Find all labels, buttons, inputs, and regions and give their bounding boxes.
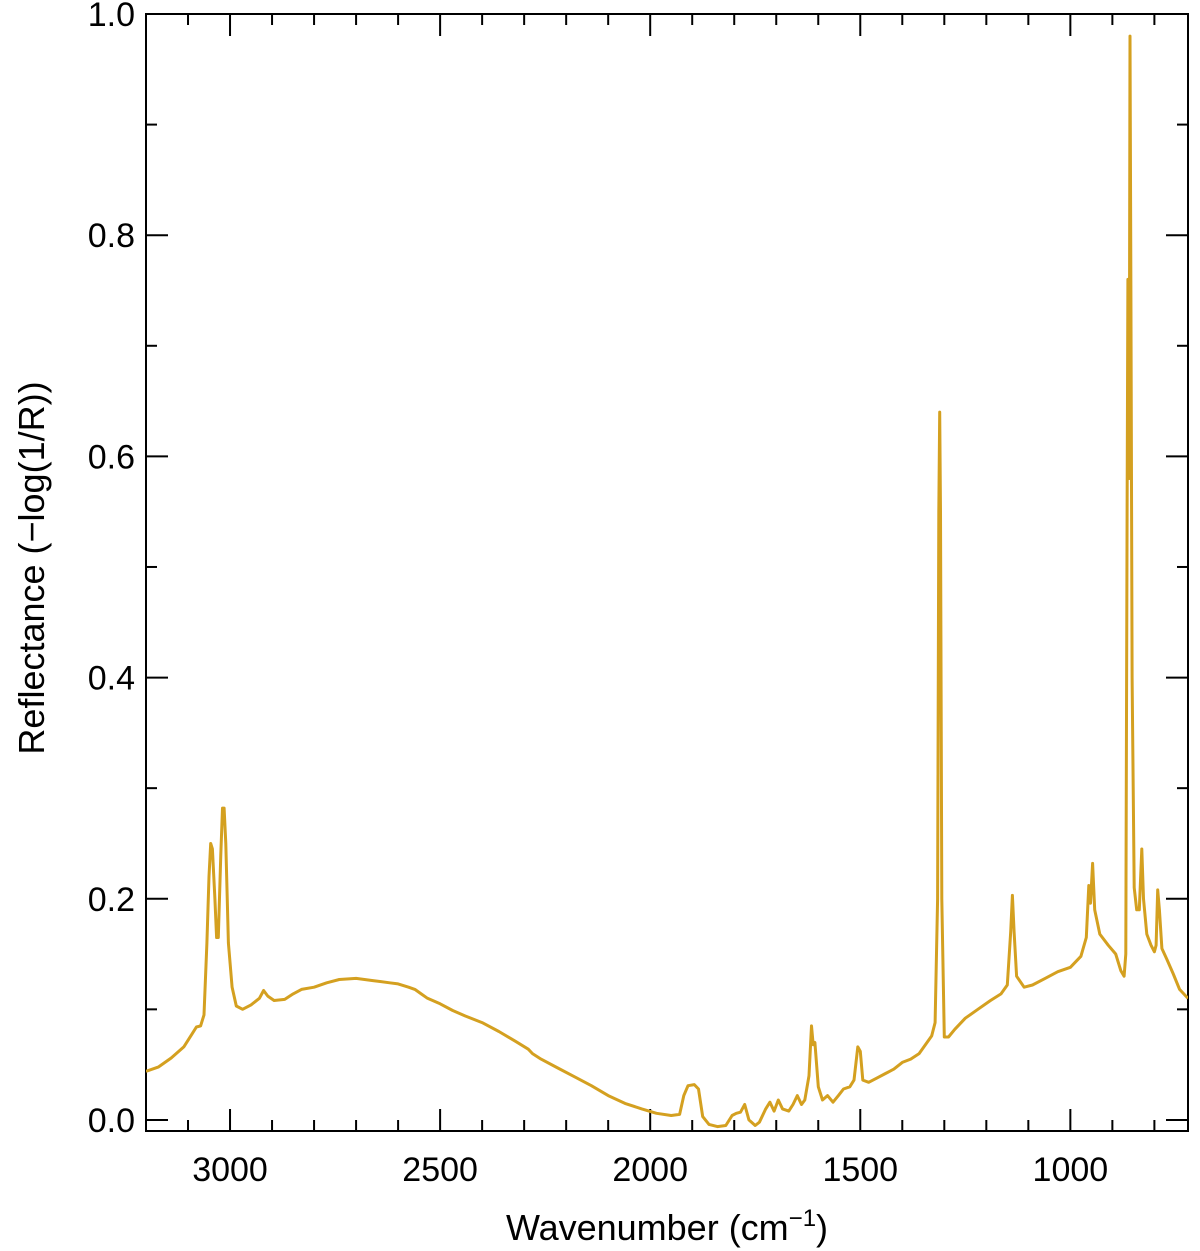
x-axis-ticks: 3000 2500 2000 1500 1000 [187,14,1156,1189]
y-tick-label: 0.2 [88,881,135,919]
x-tick-label: 1000 [1033,1151,1109,1189]
y-tick-label: 1.0 [88,0,135,34]
plot-area [146,34,1188,1129]
y-tick-label: 0.8 [88,217,135,255]
plot-frame [145,13,1189,1132]
x-axis-label-close: ) [816,1207,828,1248]
x-axis-label-superscript: −1 [789,1205,816,1232]
y-axis-ticks: 0.0 0.2 0.4 0.6 0.8 1.0 [88,0,1188,1140]
x-tick-label: 2000 [612,1151,688,1189]
y-axis-label: Reflectance (−log(1/R)) [11,381,52,754]
x-axis-label: Wavenumber (cm−1) [506,1205,828,1248]
y-tick-label: 0.4 [88,660,135,698]
y-tick-label: 0.0 [88,1102,135,1140]
y-tick-label: 0.6 [88,438,135,476]
x-tick-label: 3000 [192,1151,268,1189]
axes-frame [145,13,1189,1132]
spectrum-line [146,34,1188,1129]
x-tick-label: 2500 [402,1151,478,1189]
x-tick-label: 1500 [822,1151,898,1189]
